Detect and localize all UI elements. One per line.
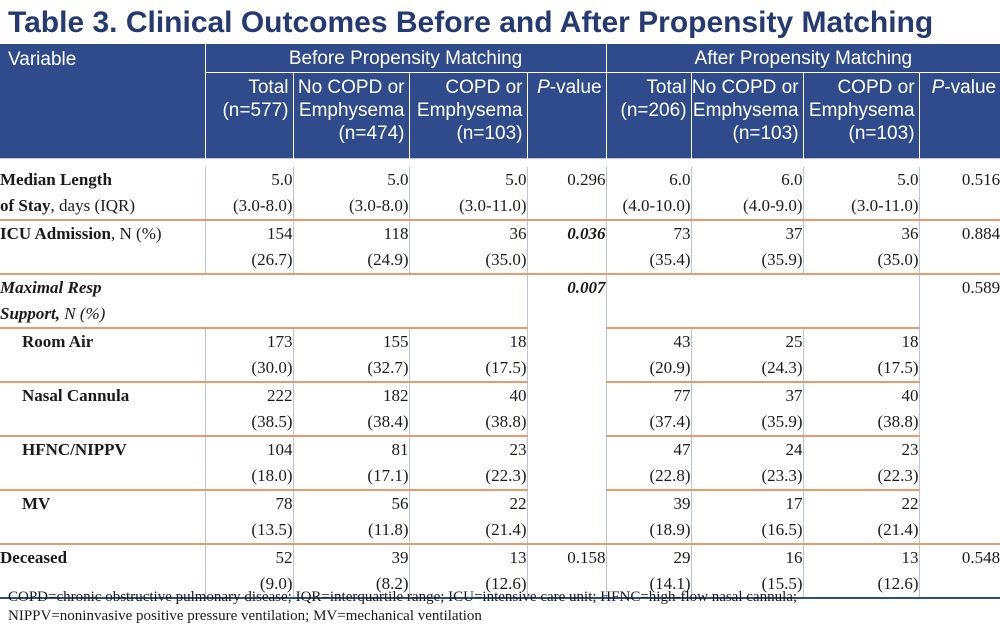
table-cell: 182 (38.4) [292,381,409,436]
variable-header: Variable [0,44,206,159]
footnote-line: COPD=chronic obstructive pulmonary disea… [8,589,798,605]
table-cell: 52 (9.0) [204,543,293,599]
pvalue-cell: 0.158 [526,543,607,599]
table-cell: 73 (35.4) [605,219,692,274]
table-cell: 25 (24.3) [690,327,804,382]
table-cell: 81 (17.1) [292,435,409,490]
table-cell: 29 (14.1) [605,543,692,599]
col-header-after-pvalue: P-value [918,72,1000,159]
table-cell: 18 (17.5) [802,327,920,382]
col-header-before-total: Total (n=577) [204,72,293,159]
col-header-before-no-copd: No COPD or Emphysema (n=474) [292,72,409,159]
table-row-nasal-cannula: Nasal Cannula 222 (38.5) 182 (38.4) 40 (38.… [0,381,1000,436]
table-row-mv: MV 78 (13.5) 56 (11.8) 22 (21.4) 39 (18.9) 1… [0,489,1000,544]
row-label: Maximal Resp Support, N (%) [0,273,527,328]
col-header-before-pvalue: P-value [526,72,607,159]
table-cell: 13 (12.6) [802,543,920,599]
table-cell: 6.0 (4.0-10.0) [605,167,692,220]
table-cell: 23 (22.3) [408,435,527,490]
row-label: Deceased [0,543,205,599]
table-header: Variable Before Propensity Matching Afte… [0,44,1000,159]
col-header-after-no-copd: No COPD or Emphysema (n=103) [690,72,804,159]
table-title: Table 3. Clinical Outcomes Before and Af… [8,6,934,39]
col-header-after-copd: COPD or Emphysema (n=103) [802,72,920,159]
row-label: Room Air [0,327,205,382]
pvalue-cell: 0.036 [526,219,607,274]
table-cell: 22 (21.4) [802,489,920,544]
table-footnote: COPD=chronic obstructive pulmonary disea… [8,588,998,626]
table-cell: 40 (38.8) [802,381,920,436]
table-row-hfnc-nippv: HFNC/NIPPV 104 (18.0) 81 (17.1) 23 (22.3) 4… [0,435,1000,490]
table-cell: 39 (18.9) [605,489,692,544]
row-label: MV [0,489,205,544]
table-cell: 5.0 (3.0-8.0) [292,167,409,220]
table-cell: 78 (13.5) [204,489,293,544]
table-cell: 5.0 (3.0-8.0) [204,167,293,220]
table-cell: 16 (15.5) [690,543,804,599]
row-label: ICU Admission, N (%) [0,219,205,274]
table-cell: 24 (23.3) [690,435,804,490]
table-cell: 118 (24.9) [292,219,409,274]
pvalue-cell: 0.589 [918,273,1000,544]
table-cell: 37 (35.9) [690,219,804,274]
table-cell: 47 (22.8) [605,435,692,490]
pvalue-cell: 0.296 [526,167,607,220]
table-cell: 6.0 (4.0-9.0) [690,167,804,220]
col-header-after-total: Total (n=206) [605,72,692,159]
table-cell: 222 (38.5) [204,381,293,436]
pvalue-cell: 0.884 [918,219,1000,274]
table-cell: 77 (37.4) [605,381,692,436]
row-label: Median Length of Stay, days (IQR) [0,170,136,215]
table-cell: 36 (35.0) [408,219,527,274]
after-group-header: After Propensity Matching [606,44,1000,73]
outcomes-table: Variable Before Propensity Matching Afte… [0,44,1000,599]
table-cell: 37 (35.9) [690,381,804,436]
col-header-before-copd: COPD or Emphysema (n=103) [408,72,527,159]
table-row-length-of-stay: Median Length of Stay, days (IQR) 5.0 (3.0… [0,167,1000,220]
table-cell: 56 (11.8) [292,489,409,544]
table-row-icu-admission: ICU Admission, N (%) 154 (26.7) 118 (24.9)… [0,219,1000,274]
table-row-maximal-resp-support: Maximal Resp Support, N (%) 0.007 0.589 [0,273,1000,544]
table-cell: 36 (35.0) [802,219,920,274]
footnote-line: NIPPV=noninvasive positive pressure vent… [8,608,482,624]
table-row-room-air: Room Air 173 (30.0) 155 (32.7) 18 (17.5) 43… [0,327,1000,382]
table-cell: 22 (21.4) [408,489,527,544]
table-cell: 17 (16.5) [690,489,804,544]
table-cell: 5.0 (3.0-11.0) [802,167,920,220]
table-cell: 155 (32.7) [292,327,409,382]
pvalue-cell: 0.516 [918,167,1000,220]
table-cell: 5.0 (3.0-11.0) [408,167,527,220]
before-group-header: Before Propensity Matching [205,44,607,73]
table-cell: 18 (17.5) [408,327,527,382]
pvalue-cell: 0.548 [918,543,1000,599]
table-cell: 104 (18.0) [204,435,293,490]
table-cell: 13 (12.6) [408,543,527,599]
table-cell: 173 (30.0) [204,327,293,382]
table-cell: 40 (38.8) [408,381,527,436]
table-row-deceased: Deceased 52 (9.0) 39 (8.2) 13 (12.6) 0.158 … [0,543,1000,599]
table-cell: 23 (22.3) [802,435,920,490]
table-cell: 154 (26.7) [204,219,293,274]
table-cell: 43 (20.9) [605,327,692,382]
pvalue-cell: 0.007 [526,273,607,544]
row-label: Nasal Cannula [0,381,205,436]
row-label: HFNC/NIPPV [0,435,205,490]
table-cell: 39 (8.2) [292,543,409,599]
